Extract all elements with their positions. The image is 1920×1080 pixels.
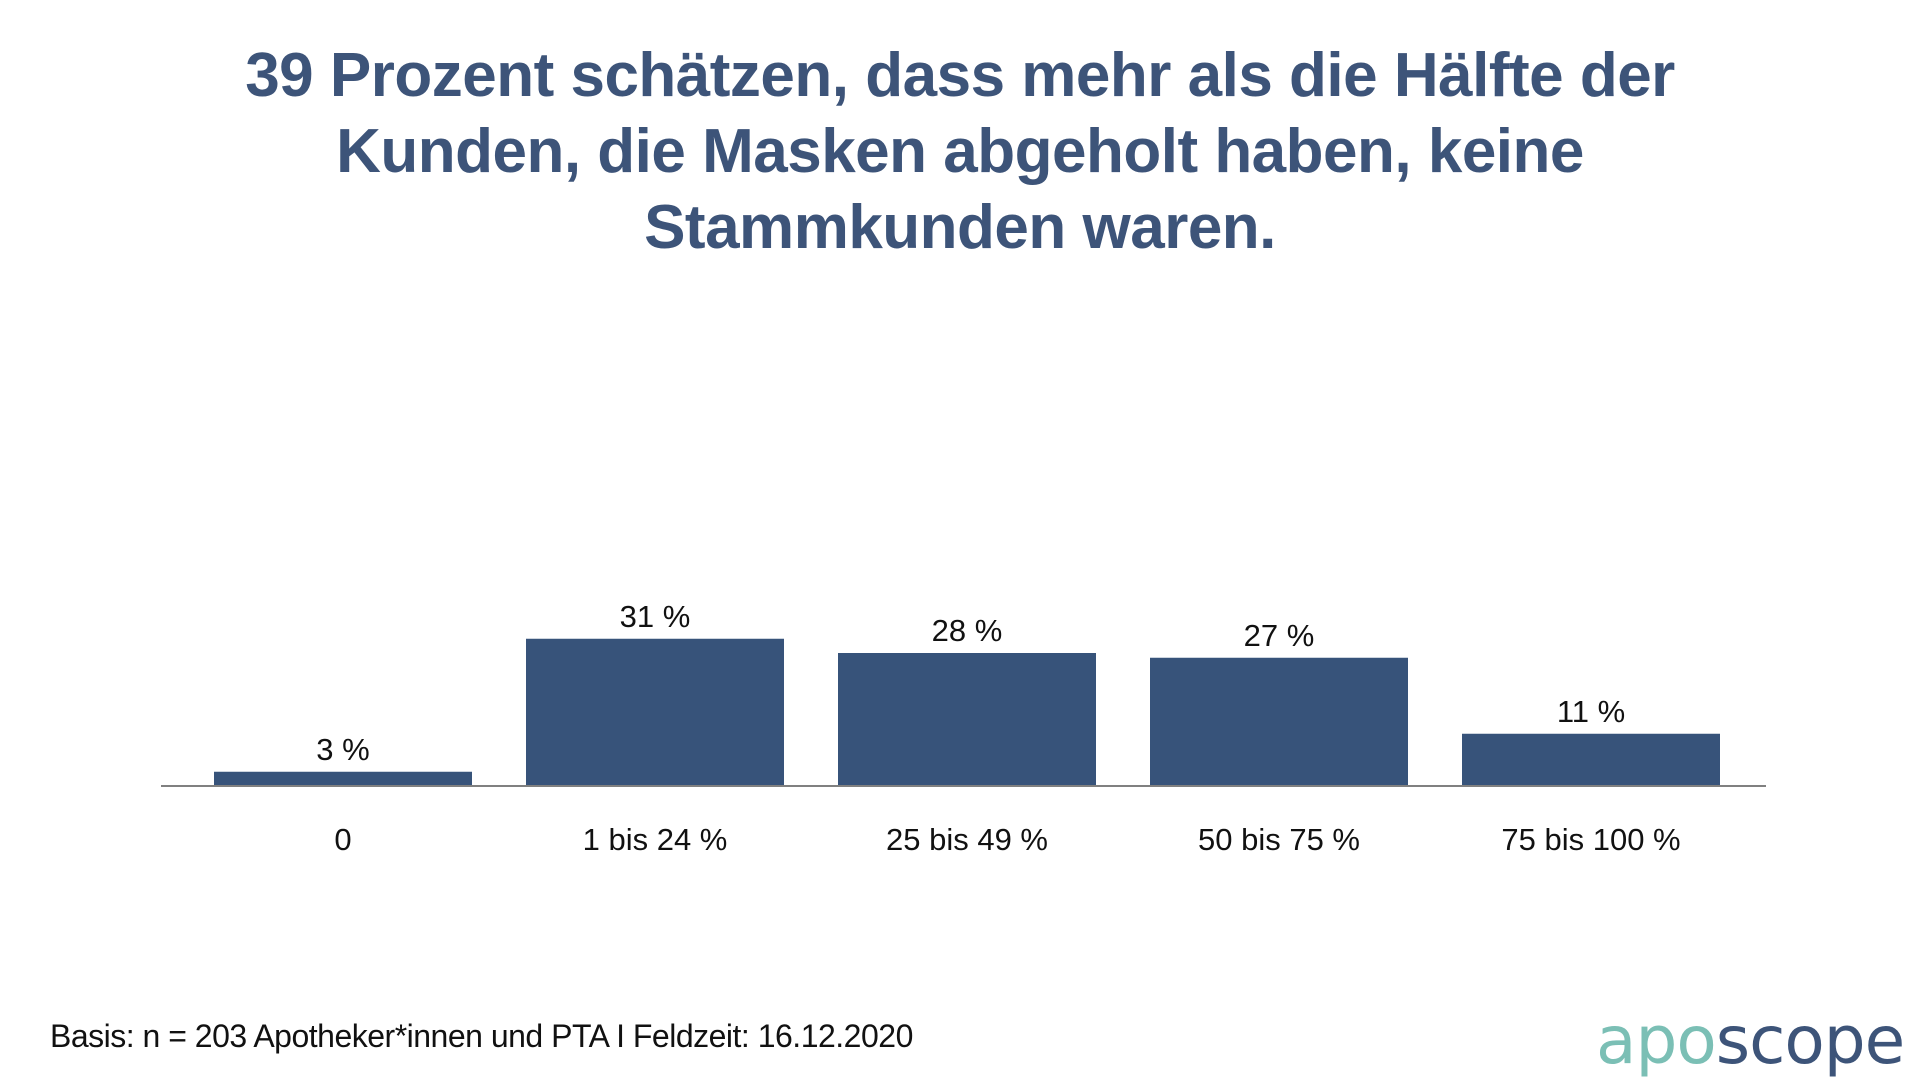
value-label-1: 31 %	[620, 599, 691, 634]
logo-part-apo: apo	[1596, 1002, 1717, 1079]
value-labels-group: 3 % 31 % 28 % 27 % 11 %	[316, 599, 1625, 767]
chart-title: 39 Prozent schätzen, dass mehr als die H…	[100, 38, 1820, 266]
bar-3	[1150, 657, 1408, 786]
title-line-3: Stammkunden waren.	[644, 193, 1276, 262]
value-label-3: 27 %	[1244, 618, 1315, 653]
bars-group	[214, 638, 1720, 786]
bar-0	[214, 771, 472, 786]
title-line-1: 39 Prozent schätzen, dass mehr als die H…	[245, 41, 1675, 110]
title-line-2: Kunden, die Masken abgeholt haben, keine	[336, 117, 1584, 186]
category-label-3: 50 bis 75 %	[1198, 822, 1360, 857]
bar-1	[526, 638, 784, 786]
category-label-0: 0	[334, 822, 351, 857]
value-label-2: 28 %	[932, 613, 1003, 648]
category-labels-group: 0 1 bis 24 % 25 bis 49 % 50 bis 75 % 75 bis …	[334, 822, 1680, 857]
value-label-4: 11 %	[1557, 694, 1625, 729]
aposcope-logo: aposcope	[1596, 1002, 1906, 1079]
value-label-0: 3 %	[316, 732, 369, 767]
category-label-4: 75 bis 100 %	[1501, 822, 1680, 857]
logo-part-scope: scope	[1715, 1002, 1906, 1079]
category-label-1: 1 bis 24 %	[583, 822, 728, 857]
category-label-2: 25 bis 49 %	[886, 822, 1048, 857]
bar-2	[838, 653, 1096, 786]
bar-4	[1462, 733, 1720, 786]
footnote-basis: Basis: n = 203 Apotheker*innen und PTA I…	[50, 1018, 913, 1054]
